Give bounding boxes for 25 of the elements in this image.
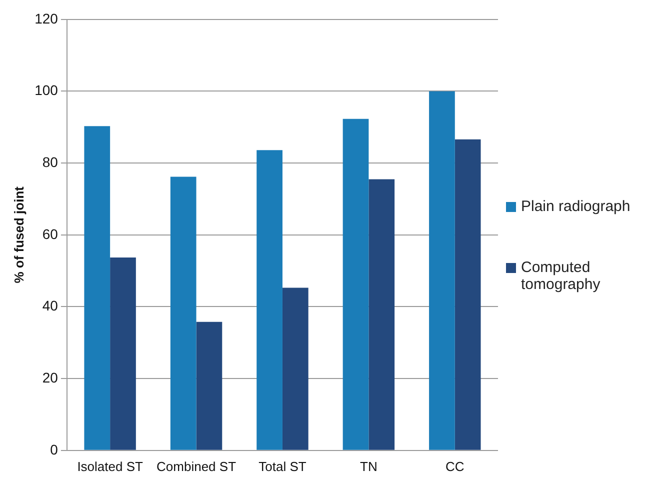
x-tick-label: Isolated ST — [77, 458, 143, 474]
bar — [110, 258, 136, 450]
y-tick-label: 20 — [42, 369, 58, 386]
y-tick-label: 80 — [42, 154, 58, 170]
bar — [170, 176, 196, 450]
x-tick-label: CC — [446, 458, 464, 474]
bar — [282, 288, 308, 450]
bar — [368, 179, 395, 450]
y-tick-label: 120 — [34, 10, 58, 26]
y-tick-label: 100 — [34, 82, 58, 98]
bar — [196, 322, 222, 450]
legend-label: Plain radiograph — [521, 198, 631, 214]
x-tick-label: TN — [360, 458, 378, 474]
bar — [454, 139, 481, 450]
y-tick-label: 40 — [42, 298, 58, 314]
y-axis-title: % of fused joint — [11, 186, 26, 284]
bar — [342, 118, 369, 450]
bar — [256, 150, 282, 450]
legend-label: Computed tomography — [521, 258, 602, 292]
bar — [429, 91, 455, 450]
y-tick-label: 60 — [42, 226, 58, 242]
y-tick-label: 0 — [50, 441, 58, 458]
x-tick-label: Combined ST — [156, 458, 236, 474]
bar — [84, 126, 110, 450]
x-tick-label: Total ST — [258, 458, 306, 474]
